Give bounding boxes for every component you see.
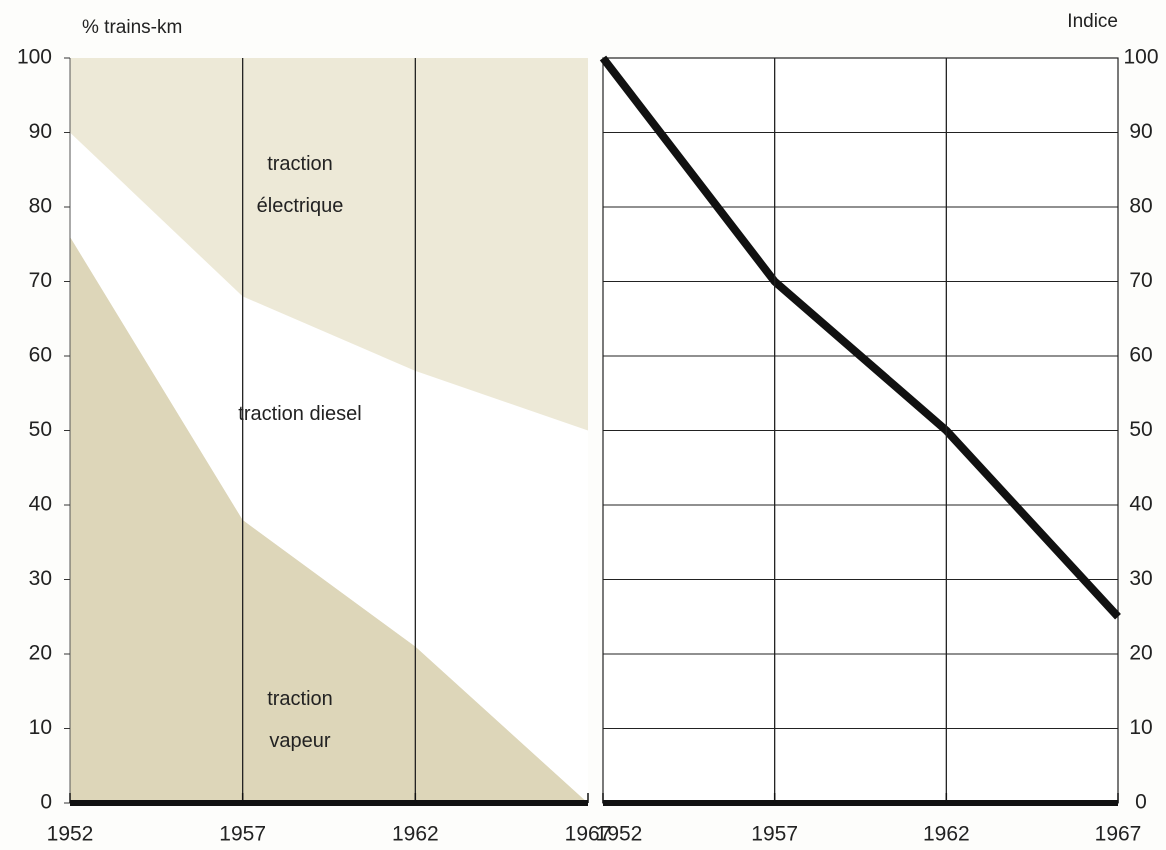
y2-tick-label: 0 — [1135, 791, 1147, 814]
area — [70, 132, 588, 803]
y-tick-label: 10 — [29, 716, 52, 739]
x-tick-label: 1957 — [751, 823, 798, 846]
y2-axis-label: Indice — [1067, 11, 1118, 32]
x-tick-label: 1957 — [219, 823, 266, 846]
y-tick-label: 100 — [17, 46, 52, 69]
y-tick-label: 20 — [29, 642, 52, 665]
y-tick-label: 0 — [40, 791, 52, 814]
y2-tick-label: 50 — [1129, 418, 1152, 441]
y-tick-label: 60 — [29, 344, 52, 367]
x-tick-label: 1952 — [596, 823, 643, 846]
y2-tick-label: 100 — [1123, 46, 1158, 69]
y-tick-label: 90 — [29, 120, 52, 143]
y2-tick-label: 30 — [1129, 567, 1152, 590]
y2-tick-label: 40 — [1129, 493, 1152, 516]
area-label: traction électrique — [256, 153, 344, 217]
line — [599, 55, 1121, 620]
x-tick-label: 1967 — [1095, 823, 1142, 846]
y2-tick-label: 10 — [1129, 716, 1152, 739]
y-tick-label: 30 — [29, 567, 52, 590]
y-tick-label: 40 — [29, 493, 52, 516]
y2-tick-label: 20 — [1129, 642, 1152, 665]
area-label: traction diesel — [238, 403, 362, 425]
x-tick-label: 1962 — [923, 823, 970, 846]
y2-tick-label: 80 — [1129, 195, 1152, 218]
y-tick-label: 80 — [29, 195, 52, 218]
area-label: traction vapeur — [267, 688, 333, 752]
x-tick-label: 1952 — [47, 823, 94, 846]
y2-tick-label: 90 — [1129, 120, 1152, 143]
y2-tick-label: 60 — [1129, 344, 1152, 367]
area — [70, 58, 588, 431]
area — [70, 236, 588, 804]
y2-tick-label: 70 — [1129, 269, 1152, 292]
y-tick-label: 50 — [29, 418, 52, 441]
y-axis-label: % trains-km — [82, 17, 182, 38]
y-tick-label: 70 — [29, 269, 52, 292]
x-tick-label: 1962 — [392, 823, 439, 846]
x-tick-label: 1967 — [565, 823, 612, 846]
